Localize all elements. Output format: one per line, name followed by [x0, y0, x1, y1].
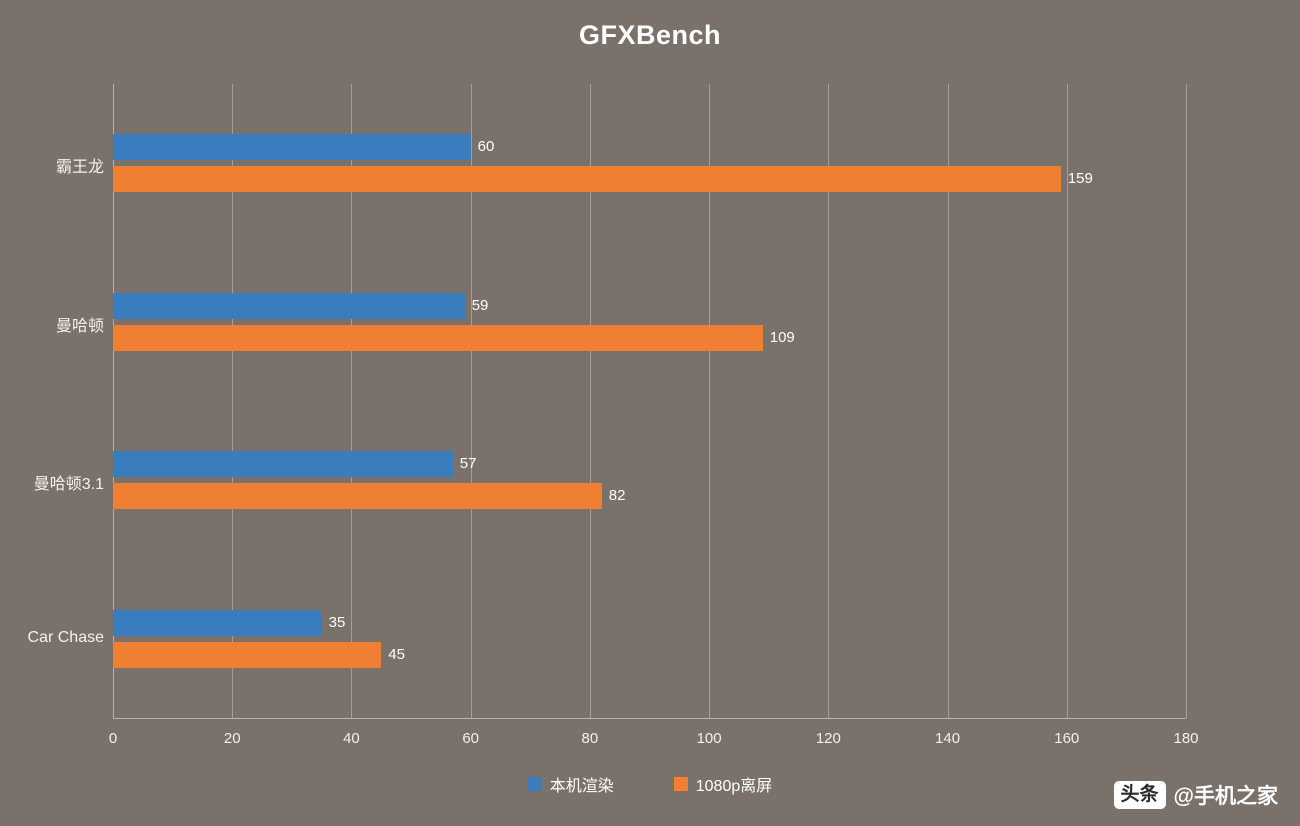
gridline — [232, 84, 234, 718]
gridline — [709, 84, 711, 718]
x-tick-label: 100 — [696, 730, 722, 747]
bar-value-label: 57 — [459, 455, 477, 473]
category-label: 霸王龙 — [55, 159, 104, 177]
gridline — [470, 84, 472, 718]
x-tick-label: 40 — [343, 730, 360, 747]
bar — [113, 134, 471, 161]
bar — [113, 451, 453, 478]
legend-item[interactable]: 1080p离屏 — [673, 772, 773, 796]
bar — [113, 483, 602, 510]
x-tick-label: 20 — [223, 730, 241, 747]
x-tick-label: 60 — [462, 730, 479, 747]
bar-value-label: 159 — [1067, 170, 1093, 188]
watermark-badge: 头条 — [1113, 781, 1166, 809]
gridline — [589, 84, 591, 718]
plot-area — [113, 84, 1187, 718]
legend-swatch-icon — [673, 777, 688, 791]
x-tick-label: 180 — [1173, 730, 1199, 747]
x-tick-label: 160 — [1054, 730, 1080, 747]
legend-label: 1080p离屏 — [695, 778, 773, 795]
x-tick-label: 120 — [815, 730, 841, 747]
bar-value-label: 45 — [388, 645, 405, 663]
gridline — [1186, 84, 1187, 718]
category-label: 曼哈顿 — [55, 317, 104, 335]
gridline — [947, 84, 949, 718]
chart-legend: 本机渲染 1080p离屏 — [0, 772, 1300, 796]
bar-value-label: 60 — [477, 138, 495, 156]
x-tick-label: 0 — [108, 730, 118, 747]
bar-value-label: 35 — [328, 613, 346, 631]
bar-value-label: 109 — [769, 328, 795, 346]
bar — [113, 609, 322, 636]
x-axis-line — [113, 718, 1186, 719]
x-tick-label: 80 — [581, 730, 599, 747]
legend-label: 本机渲染 — [549, 778, 614, 795]
bar — [113, 292, 465, 319]
bar — [113, 641, 382, 668]
bar-value-label: 59 — [471, 296, 489, 314]
category-label: 曼哈顿3.1 — [33, 476, 104, 494]
bar-value-label: 82 — [608, 487, 626, 505]
bar — [113, 166, 1061, 193]
gridline — [828, 84, 830, 718]
watermark-text: @手机之家 — [1173, 785, 1278, 808]
legend-swatch-icon — [527, 777, 542, 791]
chart-title: GFXBench — [578, 20, 722, 50]
gridline — [1066, 84, 1068, 718]
category-label: Car Chase — [27, 628, 104, 646]
gridline — [351, 84, 353, 718]
legend-item[interactable]: 本机渲染 — [527, 772, 614, 796]
bar — [113, 324, 763, 351]
gridline — [113, 84, 114, 718]
x-tick-label: 140 — [935, 730, 961, 747]
watermark: 头条 @手机之家 — [1113, 780, 1278, 810]
